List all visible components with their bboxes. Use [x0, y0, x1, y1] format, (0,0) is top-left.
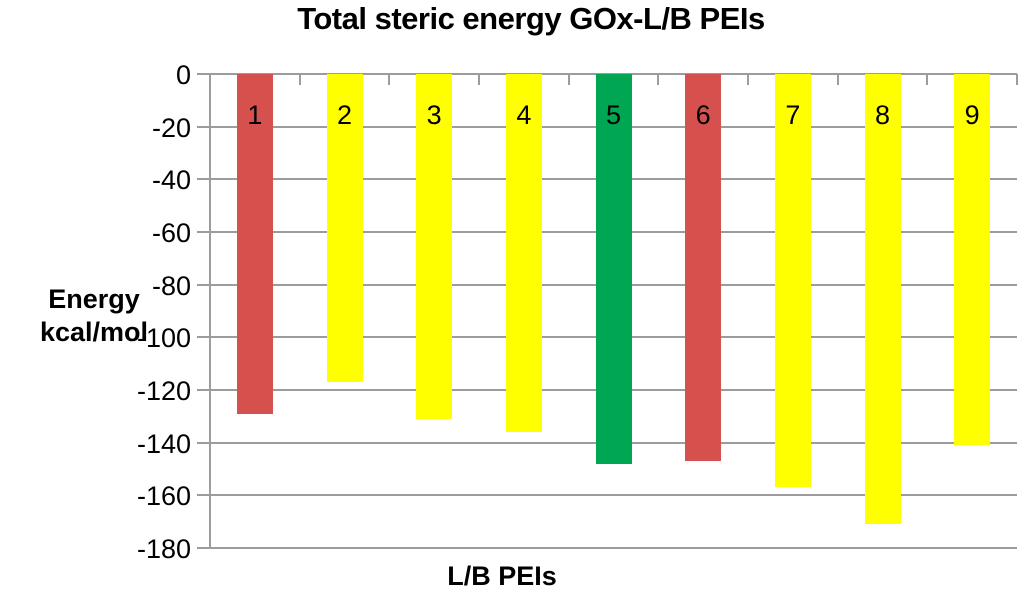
x-axis-tick	[657, 74, 660, 85]
y-axis-tick	[197, 283, 210, 286]
y-axis-title-line2: kcal/mol	[39, 317, 149, 347]
x-axis-title: L/B PEIs	[447, 561, 557, 591]
y-tick-label: -120	[136, 376, 191, 406]
bar-label-4: 4	[516, 100, 532, 130]
bar-2	[326, 74, 363, 383]
y-axis-tick	[197, 389, 210, 391]
y-axis-tick	[197, 547, 210, 549]
y-axis-tick	[197, 73, 210, 75]
bar-5	[595, 74, 632, 464]
bar-label-8: 8	[874, 100, 891, 130]
bar-7	[774, 74, 811, 488]
bar-9	[954, 74, 991, 446]
y-tick-label: -60	[151, 218, 191, 248]
y-axis-tick	[197, 178, 210, 181]
bar-label-2: 2	[336, 100, 353, 130]
y-axis-line	[209, 73, 211, 549]
y-axis-tick	[197, 336, 210, 339]
bar-label-6: 6	[695, 100, 711, 130]
gridline	[210, 547, 1017, 549]
y-tick-label: 0	[175, 60, 191, 90]
x-axis-tick	[298, 74, 301, 85]
bar-1	[236, 74, 273, 414]
y-axis-tick	[197, 125, 210, 128]
bar-8	[864, 74, 901, 525]
x-axis-tick	[836, 74, 839, 85]
bar-label-3: 3	[426, 100, 442, 130]
y-axis-tick	[197, 231, 210, 233]
y-axis-tick	[197, 441, 210, 444]
bar-6	[685, 74, 722, 462]
y-tick-label: -140	[136, 428, 191, 459]
y-tick-label: -40	[151, 165, 191, 196]
y-tick-label: -80	[151, 270, 191, 301]
x-axis-tick	[926, 74, 929, 85]
x-axis-tick	[1016, 74, 1018, 85]
chart-title: Total steric energy GOx-L/B PEIs	[297, 1, 765, 36]
y-tick-label: -100	[136, 323, 191, 354]
y-tick-label: -20	[151, 112, 191, 143]
bar-4	[505, 74, 542, 433]
x-axis-tick	[388, 74, 391, 85]
y-axis-title-line1: Energy	[48, 284, 140, 314]
y-tick-label: -160	[136, 481, 191, 512]
bar-label-7: 7	[785, 100, 801, 130]
bar-label-9: 9	[964, 100, 980, 130]
bar-label-1: 1	[247, 100, 263, 130]
gridline	[210, 494, 1017, 497]
bar-3	[416, 74, 453, 419]
y-axis-title: Energy kcal/mol	[4, 283, 184, 349]
x-axis-tick	[478, 74, 480, 85]
x-axis-tick	[747, 74, 749, 85]
y-axis-tick	[197, 494, 210, 497]
bar-label-5: 5	[605, 100, 622, 130]
x-axis-tick	[567, 74, 570, 85]
y-tick-label: -180	[136, 534, 191, 564]
